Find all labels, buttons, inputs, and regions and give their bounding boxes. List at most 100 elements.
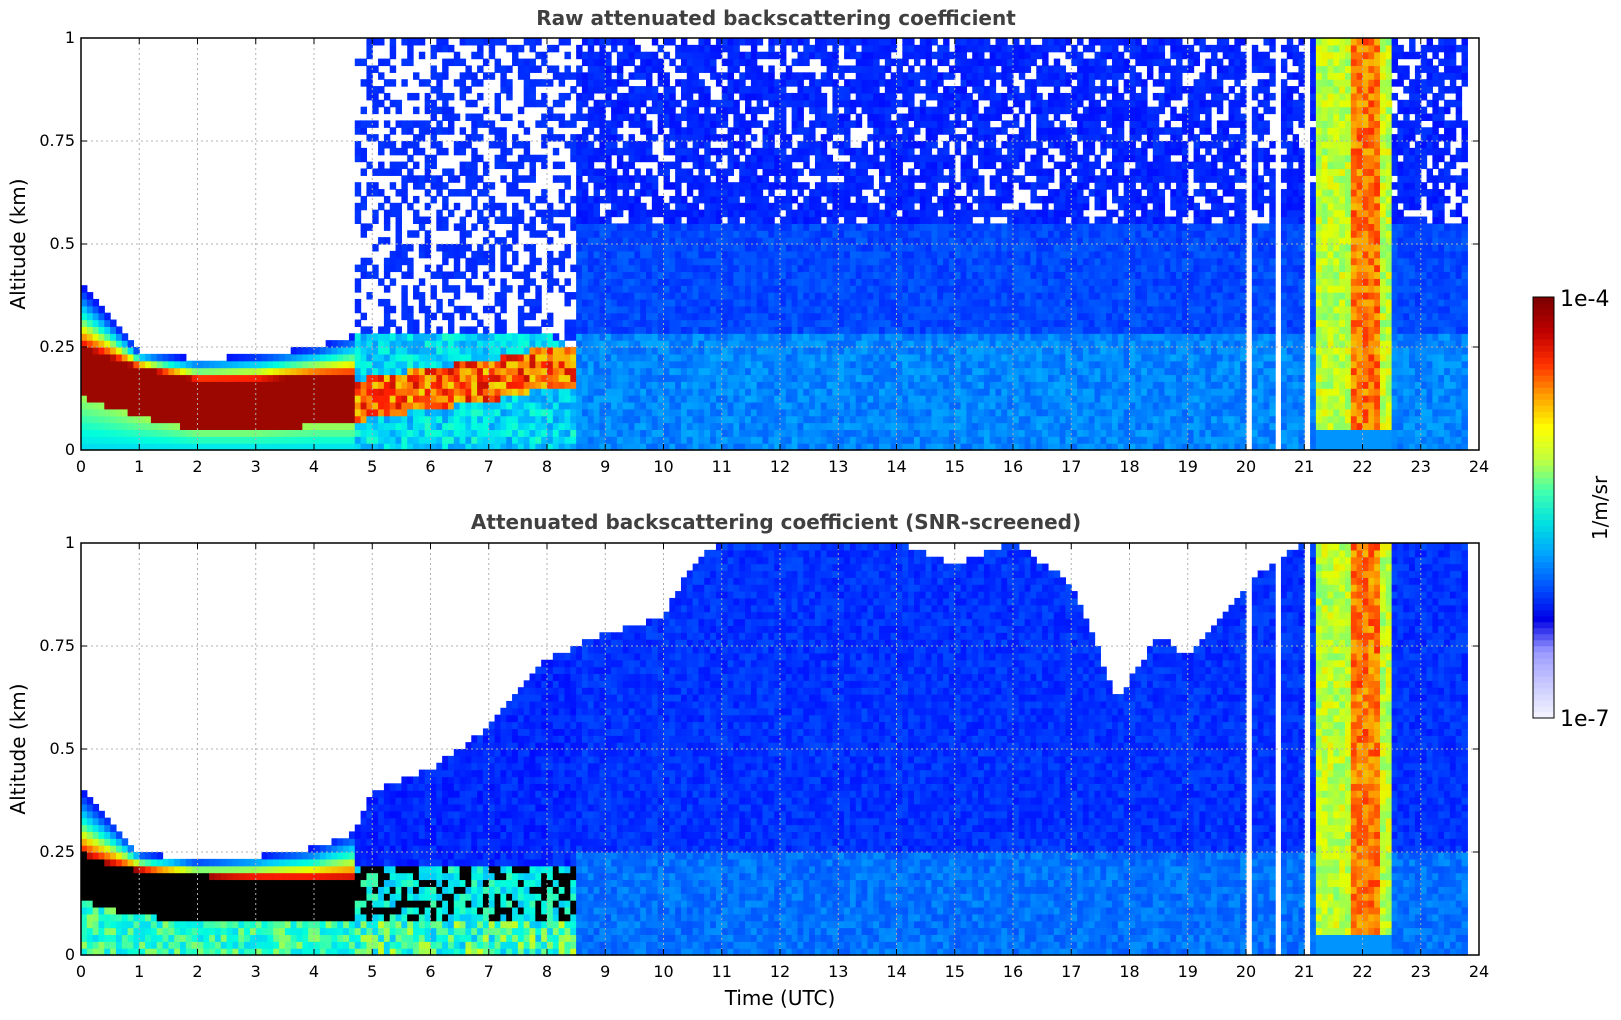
heatmap-cell — [518, 155, 524, 162]
heatmap-cell — [460, 271, 466, 278]
heatmap-cell — [693, 72, 699, 79]
heatmap-cell — [594, 100, 600, 107]
heatmap-cell — [116, 423, 122, 430]
heatmap-cell — [885, 230, 891, 237]
heatmap-cell — [349, 409, 355, 416]
heatmap-cell — [693, 107, 699, 114]
heatmap-cell — [693, 416, 699, 423]
heatmap-cell — [489, 278, 495, 285]
heatmap-cell — [419, 306, 425, 313]
heatmap-cell — [646, 175, 652, 182]
heatmap-cell — [98, 354, 104, 361]
heatmap-cell — [873, 52, 879, 59]
heatmap-cell — [128, 436, 134, 443]
heatmap-cell — [856, 162, 862, 169]
heatmap-cell — [582, 251, 588, 258]
heatmap-cell — [232, 423, 238, 430]
heatmap-cell — [611, 423, 617, 430]
heatmap-cell — [693, 127, 699, 134]
heatmap-cell — [710, 285, 716, 292]
heatmap-cell — [617, 182, 623, 189]
heatmap-cell — [168, 402, 174, 409]
heatmap-cell — [553, 416, 559, 423]
heatmap-cell — [384, 271, 390, 278]
heatmap-cell — [751, 313, 757, 320]
heatmap-cell — [629, 162, 635, 169]
heatmap-cell — [710, 368, 716, 375]
heatmap-cell — [634, 409, 640, 416]
heatmap-cell — [524, 148, 530, 155]
heatmap-cell — [797, 251, 803, 258]
heatmap-cell — [180, 416, 186, 423]
heatmap-cell — [681, 114, 687, 121]
heatmap-cell — [792, 155, 798, 162]
heatmap-cell — [157, 368, 163, 375]
heatmap-cell — [693, 306, 699, 313]
heatmap-cell — [174, 436, 180, 443]
heatmap-cell — [768, 168, 774, 175]
heatmap-cell — [203, 429, 209, 436]
heatmap-cell — [844, 203, 850, 210]
heatmap-cell — [698, 114, 704, 121]
heatmap-cell — [559, 114, 565, 121]
heatmap-cell — [821, 320, 827, 327]
heatmap-cell — [471, 395, 477, 402]
heatmap-cell — [442, 258, 448, 265]
heatmap-cell — [786, 217, 792, 224]
heatmap-cell — [850, 258, 856, 265]
heatmap-cell — [768, 278, 774, 285]
heatmap-cell — [157, 409, 163, 416]
heatmap-cell — [570, 326, 576, 333]
heatmap-cell — [87, 402, 93, 409]
heatmap-cell — [815, 313, 821, 320]
heatmap-cell — [879, 278, 885, 285]
heatmap-cell — [716, 217, 722, 224]
heatmap-cell — [355, 278, 361, 285]
heatmap-cell — [838, 326, 844, 333]
heatmap-cell — [786, 423, 792, 430]
heatmap-cell — [664, 409, 670, 416]
heatmap-cell — [850, 278, 856, 285]
heatmap-cell — [361, 374, 367, 381]
heatmap-cell — [279, 354, 285, 361]
heatmap-cell — [827, 388, 833, 395]
heatmap-cell — [640, 251, 646, 258]
heatmap-cell — [454, 292, 460, 299]
heatmap-cell — [803, 381, 809, 388]
heatmap-cell — [576, 320, 582, 327]
heatmap-cell — [407, 52, 413, 59]
heatmap-cell — [465, 162, 471, 169]
heatmap-cell — [553, 340, 559, 347]
heatmap-cell — [594, 292, 600, 299]
heatmap-cell — [704, 107, 710, 114]
heatmap-cell — [710, 265, 716, 272]
heatmap-cell — [489, 409, 495, 416]
heatmap-cell — [308, 381, 314, 388]
heatmap-cell — [652, 333, 658, 340]
heatmap-cell — [757, 217, 763, 224]
heatmap-cell — [500, 38, 506, 45]
heatmap-cell — [349, 381, 355, 388]
heatmap-cell — [611, 354, 617, 361]
heatmap-cell — [850, 210, 856, 217]
heatmap-cell — [681, 320, 687, 327]
heatmap-cell — [465, 423, 471, 430]
heatmap-cell — [384, 381, 390, 388]
heatmap-cell — [483, 271, 489, 278]
heatmap-cell — [81, 381, 87, 388]
heatmap-cell — [483, 326, 489, 333]
heatmap-cell — [256, 402, 262, 409]
heatmap-cell — [448, 388, 454, 395]
heatmap-cell — [803, 230, 809, 237]
heatmap-cell — [343, 395, 349, 402]
heatmap-cell — [792, 45, 798, 52]
heatmap-cell — [693, 374, 699, 381]
heatmap-cell — [710, 168, 716, 175]
heatmap-cell — [728, 155, 734, 162]
heatmap-cell — [844, 313, 850, 320]
heatmap-cell — [605, 79, 611, 86]
heatmap-cell — [611, 285, 617, 292]
heatmap-cell — [745, 436, 751, 443]
heatmap-cell — [821, 237, 827, 244]
heatmap-cell — [687, 306, 693, 313]
